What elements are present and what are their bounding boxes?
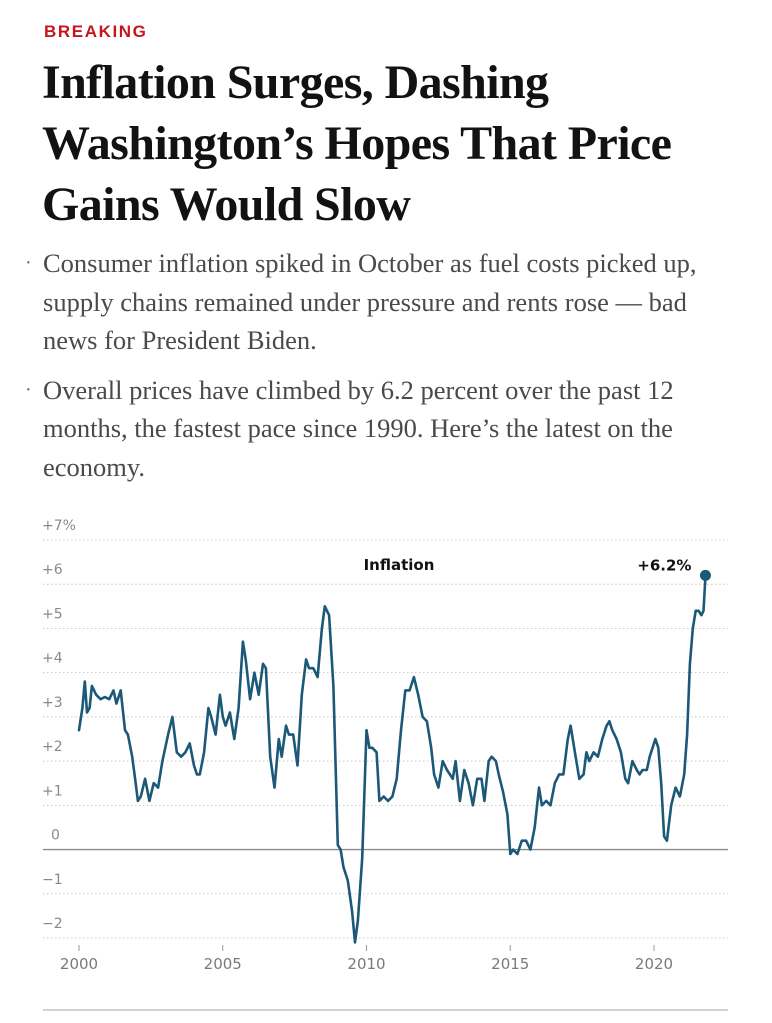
summary-bullet-text: Overall prices have climbed by 6.2 perce… <box>43 374 674 482</box>
x-tick-label: 2000 <box>60 955 98 973</box>
x-tick-label: 2005 <box>204 955 242 973</box>
y-tick-label: −2 <box>42 916 63 932</box>
latest-value-dot <box>699 569 711 581</box>
x-tick-label: 2015 <box>491 955 529 973</box>
inflation-series-line <box>77 574 707 944</box>
x-tick-label: 2010 <box>347 955 385 973</box>
y-tick-label: +4 <box>42 651 63 667</box>
chart-title: Inflation <box>364 556 435 574</box>
latest-value-label: +6.2% <box>637 556 691 574</box>
bullet-marker-icon: · <box>25 378 32 401</box>
y-tick-label: +3 <box>42 695 63 711</box>
y-tick-label: +1 <box>42 783 63 799</box>
summary-bullet: · Overall prices have climbed by 6.2 per… <box>0 371 723 487</box>
x-tick-label: 2020 <box>635 955 673 973</box>
article-summary: · Consumer inflation spiked in October a… <box>0 244 772 497</box>
y-tick-label: +6 <box>42 562 63 578</box>
breaking-label: BREAKING <box>44 22 148 41</box>
y-tick-label: +7% <box>42 518 76 534</box>
bullet-marker-icon: · <box>25 252 32 274</box>
y-tick-label: +2 <box>42 739 63 755</box>
summary-bullet-text: Consumer inflation spiked in October as … <box>43 248 697 355</box>
headline[interactable]: Inflation Surges, Dashing Washington’s H… <box>42 56 672 231</box>
summary-bullet: · Consumer inflation spiked in October a… <box>0 244 723 360</box>
y-tick-label: −1 <box>42 872 63 888</box>
inflation-chart: +7% +6 +5 +4 +3 +2 +1 0 −1 −2 2000 2005 2010 2015 2020… <box>42 518 728 1011</box>
y-tick-label: +5 <box>42 606 63 622</box>
y-tick-label: 0 <box>51 828 60 844</box>
